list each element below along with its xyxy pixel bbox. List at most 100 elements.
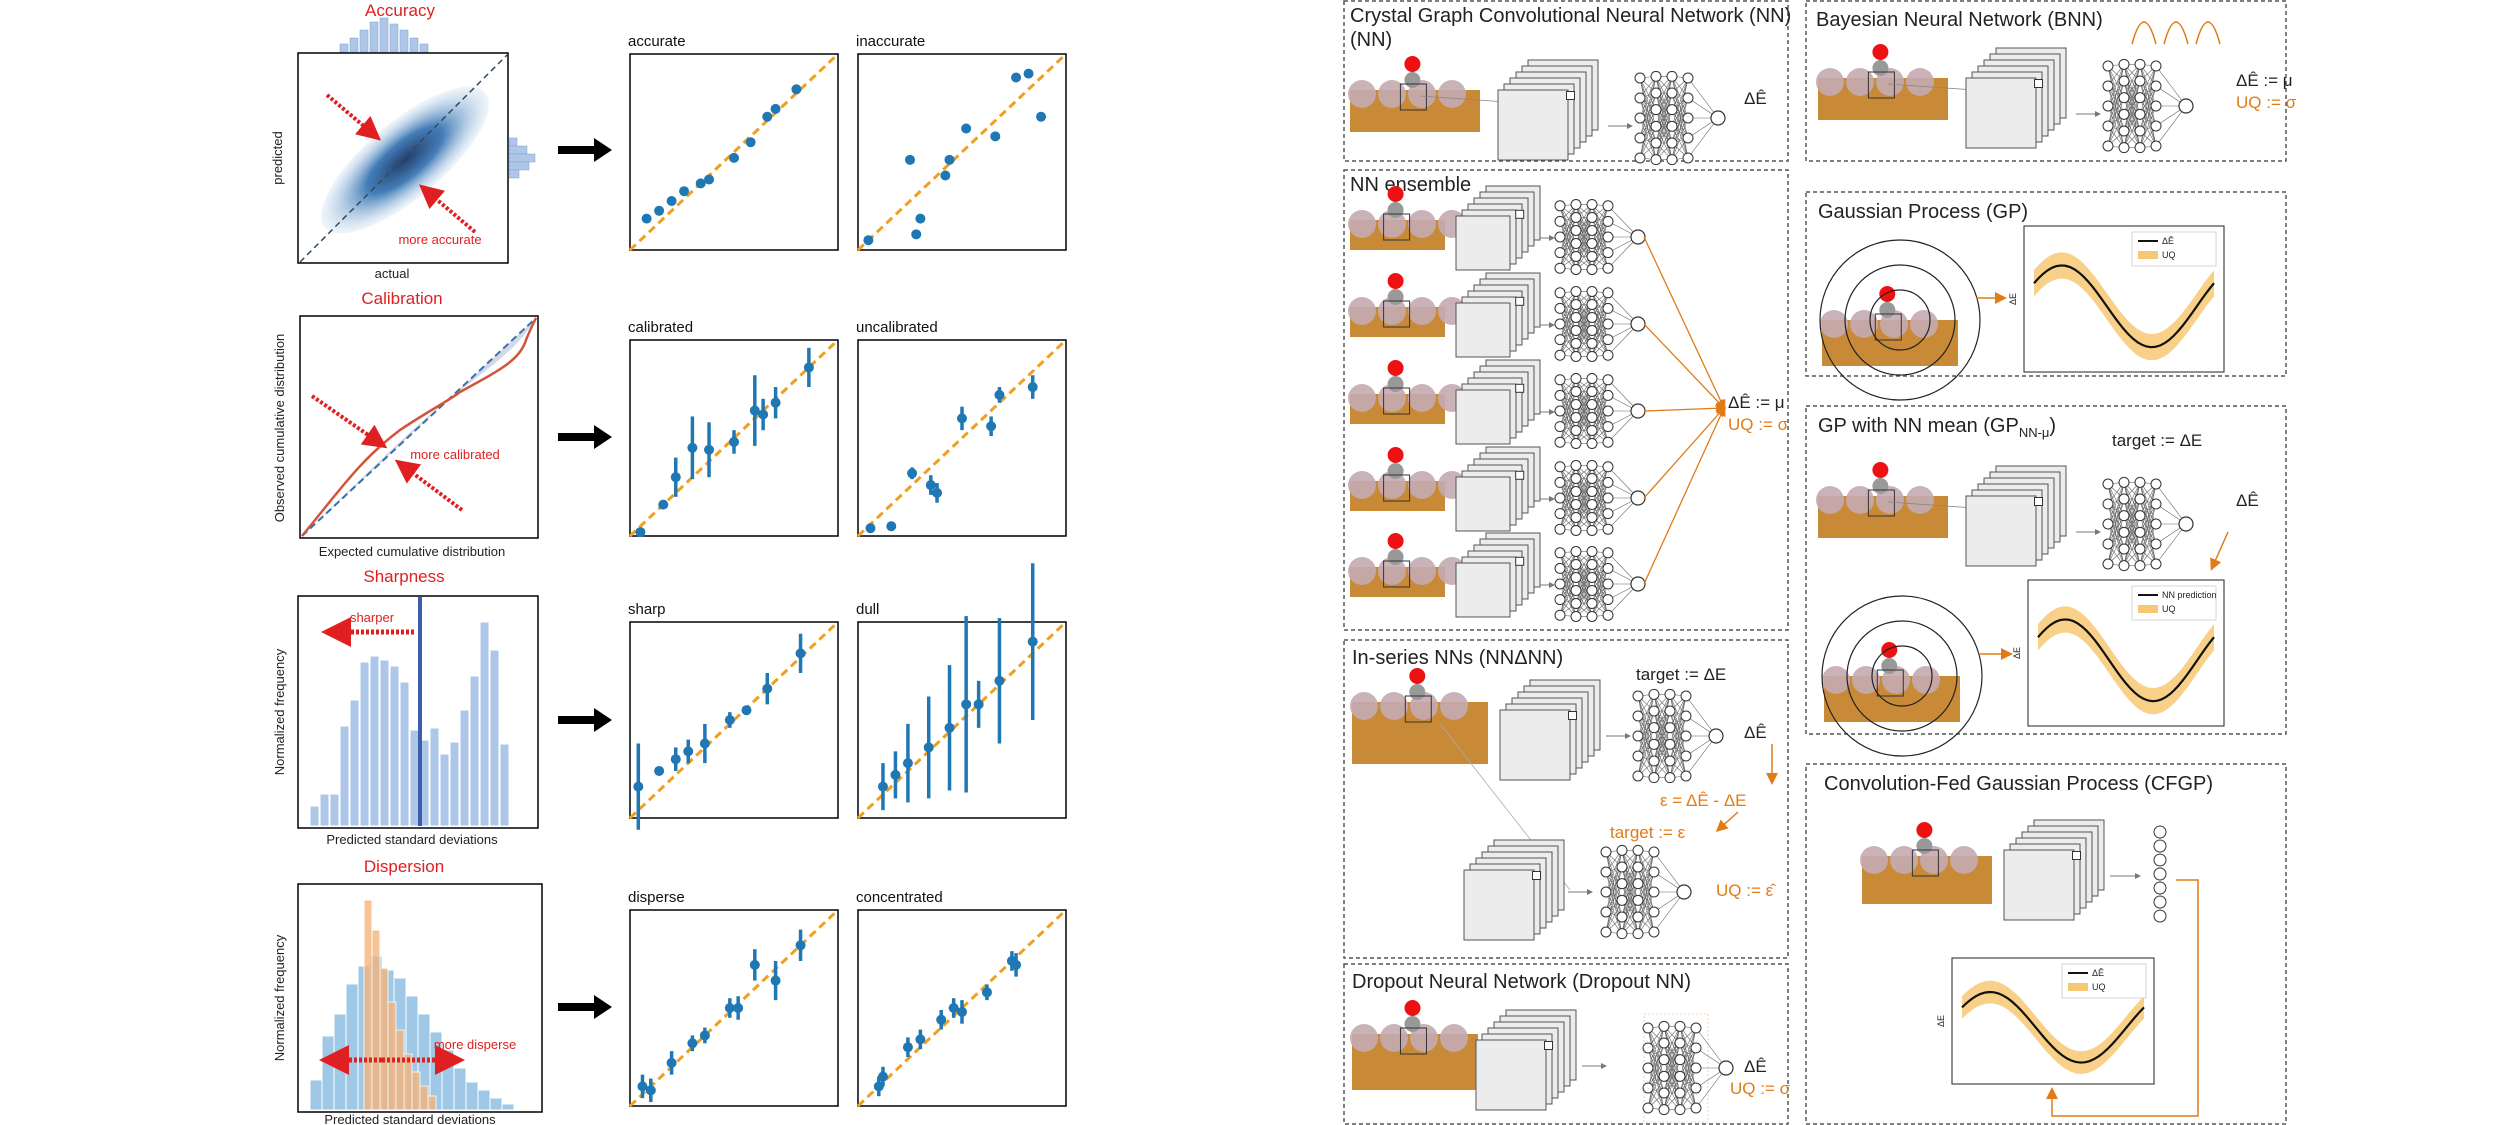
synapse — [1663, 1059, 1681, 1110]
synapse — [2139, 503, 2157, 566]
synapse — [1559, 230, 1577, 269]
feature-map — [1463, 869, 1535, 941]
neuron — [2102, 498, 2114, 510]
neuron — [1586, 559, 1598, 570]
synapse — [1559, 221, 1577, 257]
legend-label-prediction: ΔÊ — [2162, 236, 2174, 246]
neuron — [1586, 473, 1598, 484]
neuron — [1602, 609, 1614, 621]
synapse — [1575, 551, 1593, 591]
neuron — [1680, 690, 1692, 702]
synapse — [1663, 1026, 1681, 1094]
catalyst-slab — [1822, 642, 1960, 722]
neuron — [2150, 478, 2162, 490]
uq-band — [2038, 606, 2214, 715]
parity-line — [856, 908, 1068, 1108]
cfgp-link — [2046, 879, 2199, 1117]
neuron — [1554, 374, 1566, 386]
synapse — [1639, 109, 1657, 159]
feature-map-stack — [1455, 359, 1541, 445]
parity-line — [856, 338, 1068, 538]
synapse — [1663, 1026, 1681, 1060]
surface-atom — [1816, 68, 1844, 96]
neuron — [1602, 247, 1614, 259]
data-point — [770, 397, 781, 408]
synapse — [1639, 92, 1657, 159]
legend-label-uq: UQ — [2162, 604, 2176, 614]
neuron — [1570, 286, 1582, 297]
neural-network — [1554, 286, 1646, 362]
synapse — [1559, 395, 1577, 431]
synapse — [1653, 694, 1671, 762]
dispersion-narrow-histogram — [363, 899, 437, 1111]
neuron — [1674, 1087, 1686, 1099]
sharpness-title: Sharpness — [363, 567, 444, 586]
neuron — [2118, 526, 2130, 538]
neuron — [1632, 770, 1644, 782]
neuron — [1658, 1054, 1670, 1066]
calibration-curve — [301, 317, 538, 537]
legend-label-prediction: NN prediction — [2162, 590, 2217, 600]
synapse — [1663, 1042, 1681, 1110]
synapse — [1671, 76, 1689, 139]
neuron — [1570, 611, 1582, 622]
neuron — [1602, 436, 1614, 448]
data-point — [666, 196, 677, 206]
neuron — [1634, 92, 1646, 104]
parity-subplot-label: calibrated — [628, 319, 693, 336]
neuron — [2102, 120, 2114, 132]
synapse — [1637, 891, 1655, 934]
synapse — [1591, 465, 1609, 514]
synapse — [1669, 715, 1687, 762]
synapse — [1591, 308, 1609, 357]
neuron — [1600, 846, 1612, 858]
row-arrow-dispersion — [558, 995, 612, 1019]
synapse — [1591, 204, 1609, 238]
neuron — [1570, 251, 1582, 262]
surface-atom — [1438, 80, 1466, 108]
inseries-epsilon: ε = ΔÊ - ΔE — [1660, 791, 1747, 810]
synapse — [1591, 552, 1609, 591]
synapse — [1679, 1047, 1697, 1110]
adsorbate-atom — [1872, 462, 1889, 478]
data-point — [670, 754, 681, 765]
box-gpnn-title: GP with NN mean (GPNN-μ) — [1818, 415, 2056, 440]
synapse — [1605, 850, 1623, 913]
feature-node — [2153, 839, 2167, 853]
neuron — [2134, 510, 2146, 522]
surface-atom — [1348, 210, 1376, 238]
neuron — [1602, 492, 1614, 504]
surface-atom — [1846, 68, 1874, 96]
output-neuron — [1630, 229, 1646, 245]
neuron — [1586, 199, 1598, 210]
neuron — [2134, 75, 2146, 87]
neuron — [1570, 399, 1582, 410]
kernel-ring — [1844, 264, 1956, 376]
neuron — [1570, 572, 1582, 583]
synapse — [1575, 465, 1593, 505]
synapse — [1679, 1067, 1697, 1110]
neuron — [1586, 264, 1598, 275]
neuron — [1586, 412, 1598, 423]
data-point — [944, 154, 955, 165]
neuron — [1666, 87, 1678, 99]
synapse — [1637, 710, 1655, 757]
synapse — [1621, 900, 1639, 934]
data-point — [683, 746, 694, 757]
neuron — [2134, 476, 2146, 488]
surface-atom — [1348, 557, 1376, 585]
feature-map-stack — [1455, 446, 1541, 532]
neural-network — [1600, 844, 1692, 940]
synapse — [1591, 291, 1609, 340]
synapse — [1621, 883, 1639, 934]
kernel-ring — [1821, 595, 1983, 757]
synapse — [1679, 1026, 1697, 1069]
neuron — [1682, 72, 1694, 84]
neuron — [1648, 926, 1660, 938]
neuron — [2134, 108, 2146, 120]
synapse — [2123, 80, 2141, 148]
output-neuron — [2178, 516, 2194, 532]
neuron — [1602, 262, 1614, 274]
neuron — [1586, 238, 1598, 249]
data-point — [877, 781, 888, 792]
